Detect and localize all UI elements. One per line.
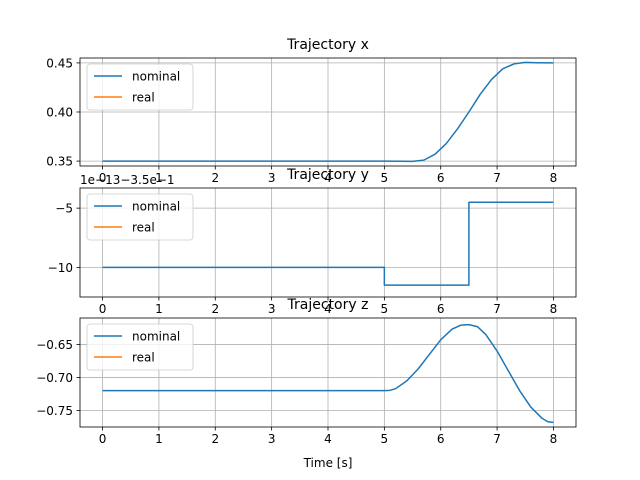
legend: nominal real [86,323,194,371]
chart-title: Trajectory x [286,37,369,53]
legend: nominal real [86,193,194,241]
y-tick-label: −0.70 [36,371,73,385]
chart-title: Trajectory y [286,167,369,183]
subplot-2: 0 1 2 3 4 5 6 7 8 −10 −5 1e−13−3.5e−1 Trajectory y no… [48,167,577,316]
x-tick-label: 3 [268,432,276,446]
x-tick-label: 2 [211,432,219,446]
series-line-nominal [102,323,554,424]
x-tick-label: 3 [268,302,276,316]
x-tick-label: 1 [155,302,163,316]
subplot-3: 0 1 2 3 4 5 6 7 8 −0.75 −0.70 −0.65 Trajectory z Time… [36,297,577,470]
x-axis-label: Time [s] [303,456,353,470]
y-tick-label: −10 [48,261,73,275]
x-tick-label: 4 [324,432,332,446]
x-tick-label: 0 [99,432,107,446]
y-tick-label: −0.75 [36,404,73,418]
x-tick-label: 2 [211,302,219,316]
x-tick-label: 5 [381,171,389,185]
x-tick-label: 3 [268,171,276,185]
x-tick-label: 8 [550,432,558,446]
legend-label-real: real [132,221,155,235]
x-tick-label: 5 [381,302,389,316]
x-tick-label: 5 [381,432,389,446]
legend: nominal real [86,63,194,111]
x-tick-label: 1 [155,171,163,185]
x-tick-label: 7 [493,302,501,316]
series-line-nominal [102,61,554,163]
x-tick-label: 4 [324,171,332,185]
y-tick-label: −0.65 [36,338,73,352]
legend-label-real: real [132,91,155,105]
x-tick-label: 8 [550,171,558,185]
x-tick-label: 8 [550,302,558,316]
x-tick-label: 2 [211,171,219,185]
x-tick-label: 6 [437,171,445,185]
y-tick-label: 0.45 [46,56,73,70]
x-tick-label: 6 [437,432,445,446]
x-tick-label: 6 [437,302,445,316]
x-tick-label: 0 [99,171,107,185]
y-tick-label: 0.35 [46,155,73,169]
legend-label-real: real [132,351,155,365]
legend-label-nominal: nominal [132,70,180,84]
x-tick-label: 1 [155,432,163,446]
x-tick-label: 7 [493,171,501,185]
legend-label-nominal: nominal [132,330,180,344]
x-tick-label: 0 [99,302,107,316]
x-tick-label: 7 [493,432,501,446]
axis-offset-label: 1e−13−3.5e−1 [80,173,175,187]
y-tick-label: −5 [55,202,73,216]
subplot-1: 0 1 2 3 4 5 6 7 8 0.35 0.40 0.45 Trajectory x nominal… [46,37,577,185]
legend-label-nominal: nominal [132,200,180,214]
series-line-nominal [102,201,554,286]
chart-title: Trajectory z [287,297,369,313]
y-tick-label: 0.40 [46,106,73,120]
x-tick-label: 4 [324,302,332,316]
